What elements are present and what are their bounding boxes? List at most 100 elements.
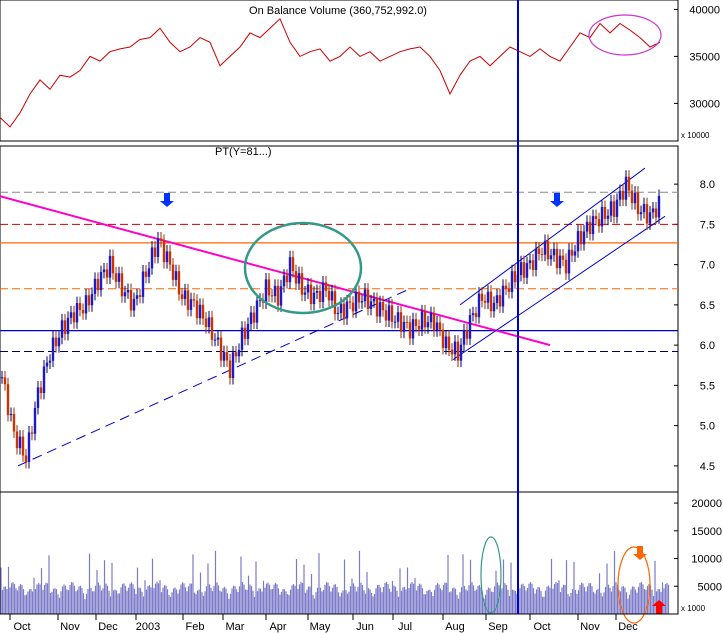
price-candle-body xyxy=(372,298,376,302)
price-candle-body xyxy=(552,248,556,256)
price-candle-body xyxy=(93,278,97,294)
price-candle-body xyxy=(588,221,592,235)
price-candle-body xyxy=(198,304,202,319)
price-candle-body xyxy=(273,285,277,297)
price-candle-body xyxy=(39,387,43,393)
price-candle-body xyxy=(618,190,622,200)
x-tick-label: Sep xyxy=(488,621,508,633)
price-candle-body xyxy=(312,292,316,305)
price-candle-body xyxy=(579,231,583,245)
obv-ellipse-annotation xyxy=(588,14,662,56)
price-candle-body xyxy=(90,293,94,306)
price-candle-body xyxy=(438,322,442,330)
price-candle-body xyxy=(60,320,64,338)
price-candle-body xyxy=(33,407,37,434)
price-candle-body xyxy=(354,291,358,312)
price-candle-body xyxy=(513,271,517,283)
price-candle-body xyxy=(408,322,412,339)
price-candle-body xyxy=(468,315,472,339)
price-candle-body xyxy=(426,322,430,328)
price-candle-body xyxy=(615,199,619,217)
price-candle-body xyxy=(135,295,139,299)
x-tick-label: Mar xyxy=(226,621,245,633)
price-candle-body xyxy=(87,295,91,306)
price-candle-body xyxy=(159,238,163,241)
price-candle-body xyxy=(420,311,424,330)
price-candle-body xyxy=(195,300,199,319)
price-candle-body xyxy=(171,264,175,280)
price-y-tick-label: 8.0 xyxy=(700,179,715,191)
price-candle-body xyxy=(54,337,58,347)
price-candle-body xyxy=(42,366,46,393)
price-candle-body xyxy=(3,377,7,385)
price-candle-body xyxy=(294,271,298,284)
price-candle-body xyxy=(624,176,628,200)
x-tick-label: May xyxy=(310,621,331,633)
price-candle-body xyxy=(174,271,178,280)
price-candle-body xyxy=(216,337,220,340)
x-tick-label: Dec xyxy=(98,621,118,633)
obv-y-tick-label: 30000 xyxy=(689,98,720,110)
price-candle-body xyxy=(495,295,499,303)
price-candle-body xyxy=(132,298,136,311)
price-candle-body xyxy=(213,339,217,341)
price-candle-body xyxy=(270,295,274,297)
price-candle-body xyxy=(477,293,481,318)
price-candle-body xyxy=(183,290,187,300)
price-candle-body xyxy=(567,249,571,274)
price-candle-body xyxy=(285,275,289,283)
price-candle-body xyxy=(555,248,559,269)
volume-scale-note: x 1000 xyxy=(681,604,706,613)
price-candle-body xyxy=(345,301,349,319)
price-candle-body xyxy=(540,254,544,256)
price-panel xyxy=(0,145,679,493)
price-candle-body xyxy=(252,312,256,323)
price-candle-body xyxy=(627,176,631,191)
price-candle-body xyxy=(399,312,403,332)
price-candle-body xyxy=(117,273,121,282)
price-candle-body xyxy=(330,291,334,301)
price-candle-body xyxy=(450,349,454,355)
price-candle-body xyxy=(549,255,553,260)
price-candle-body xyxy=(531,260,535,270)
price-candle-body xyxy=(315,291,319,293)
price-candle-body xyxy=(576,231,580,252)
obv-scale-note: x 10000 xyxy=(681,131,710,140)
price-candle-body xyxy=(573,251,577,256)
volume-y-tick-label: 10000 xyxy=(691,554,722,566)
price-candle-body xyxy=(9,413,13,416)
price-candle-body xyxy=(108,255,112,278)
price-candle-body xyxy=(165,251,169,263)
price-candle-body xyxy=(300,273,304,295)
x-tick-label: Jun xyxy=(356,621,374,633)
obv-y-tick-label: 35000 xyxy=(689,51,720,63)
price-candle-body xyxy=(228,360,232,379)
price-candle-body xyxy=(384,310,388,321)
price-candle-body xyxy=(129,289,133,311)
x-tick-label: Oct xyxy=(13,621,30,633)
x-tick-label: Apr xyxy=(269,621,286,633)
price-y-tick-label: 5.0 xyxy=(700,421,715,433)
price-candle-body xyxy=(27,432,31,463)
volume-y-axis: 20000 15000 10000 5000 xyxy=(674,498,722,593)
price-candle-body xyxy=(81,309,85,314)
price-candle-body xyxy=(123,292,127,297)
price-candle-body xyxy=(258,299,262,301)
price-candle-body xyxy=(456,341,460,361)
price-candle-body xyxy=(48,360,52,363)
price-candle-body xyxy=(69,312,73,318)
price-candle-body xyxy=(522,262,526,278)
price-candle-body xyxy=(429,313,433,323)
price-candle-body xyxy=(366,289,370,309)
price-candle-body xyxy=(255,300,259,323)
price-candle-body xyxy=(99,272,103,291)
price-candle-body xyxy=(180,294,184,300)
price-candle-body xyxy=(594,216,598,220)
price-candle-body xyxy=(462,330,466,345)
price-candle-body xyxy=(414,319,418,326)
volume-y-tick-label: 20000 xyxy=(691,498,722,510)
price-candle-body xyxy=(309,284,313,305)
price-candle-body xyxy=(201,304,205,319)
x-tick-label: Nov xyxy=(580,621,600,633)
x-tick-label: 2003 xyxy=(136,621,160,633)
